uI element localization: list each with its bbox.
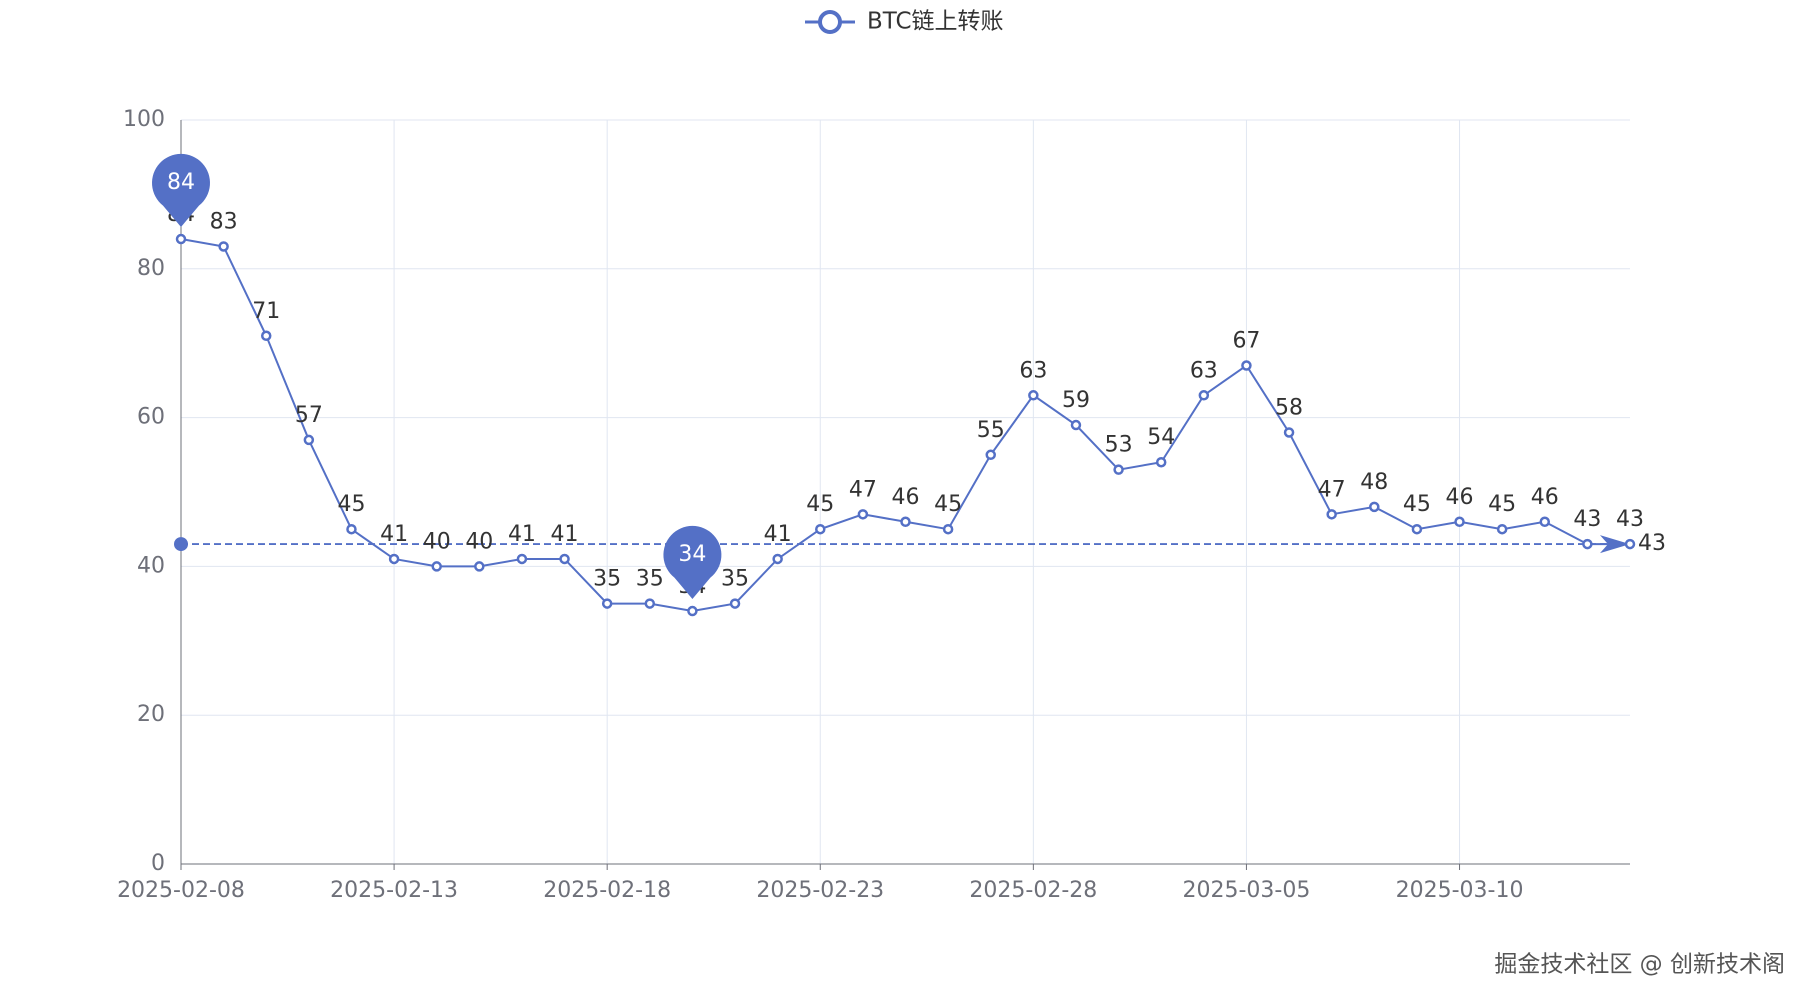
data-point: [729, 598, 741, 609]
data-label: 46: [892, 485, 920, 510]
data-point: [985, 449, 996, 461]
y-tick-label: 20: [137, 702, 165, 727]
data-label: 45: [1403, 492, 1431, 517]
data-label: 43: [1616, 507, 1644, 532]
data-point: [559, 553, 570, 565]
data-point: [687, 605, 698, 617]
data-label: 41: [551, 522, 579, 547]
data-label: 53: [1105, 433, 1133, 458]
x-tick-label: 2025-02-18: [543, 878, 671, 903]
data-point: [1155, 456, 1167, 468]
data-label: 45: [934, 492, 962, 517]
data-label: 48: [1360, 470, 1388, 495]
legend-label: BTC链上转账: [867, 9, 1004, 35]
x-tick-label: 2025-02-08: [117, 878, 245, 903]
data-label: 45: [806, 492, 834, 517]
x-tick-label: 2025-02-13: [330, 878, 458, 903]
data-label: 40: [423, 529, 451, 554]
data-point: [388, 553, 400, 565]
data-point: [1454, 516, 1465, 528]
data-point: [1539, 516, 1551, 528]
x-tick-label: 2025-02-23: [756, 878, 884, 903]
mark-line-label: 43: [1638, 531, 1666, 556]
data-label: 45: [337, 492, 365, 517]
data-label: 45: [1488, 492, 1516, 517]
watermark: 掘金技术社区 @ 创新技术阁: [1494, 952, 1785, 978]
data-label: 47: [849, 477, 877, 502]
data-label: 35: [636, 567, 664, 592]
y-tick-label: 0: [151, 851, 165, 876]
mark-point-label: 34: [678, 542, 706, 567]
data-label: 71: [252, 299, 280, 324]
data-label: 55: [977, 418, 1005, 443]
data-point: [1028, 390, 1039, 401]
data-point: [474, 561, 485, 572]
x-tick-label: 2025-02-28: [969, 878, 1097, 903]
data-label: 59: [1062, 388, 1090, 413]
data-label: 41: [380, 522, 408, 547]
data-point: [431, 561, 442, 572]
mark-point-pin: [663, 525, 722, 600]
data-point: [1369, 501, 1380, 513]
data-point: [1283, 427, 1295, 438]
data-point: [175, 233, 187, 245]
data-label: 35: [721, 567, 749, 592]
data-point: [303, 434, 315, 446]
data-point: [260, 330, 272, 342]
y-tick-label: 80: [137, 256, 165, 281]
data-label: 57: [295, 403, 323, 428]
data-point: [857, 509, 869, 520]
y-tick-label: 100: [123, 107, 165, 132]
x-tick-label: 2025-03-05: [1183, 878, 1311, 903]
mark-point-pin: [151, 153, 210, 228]
data-point: [815, 523, 826, 535]
mark-point-label: 84: [167, 170, 195, 195]
data-point: [1326, 509, 1337, 520]
y-tick-label: 60: [137, 405, 165, 430]
data-point: [644, 598, 656, 609]
data-point: [942, 523, 954, 535]
data-label: 40: [465, 529, 493, 554]
data-label: 46: [1446, 485, 1474, 510]
data-point: [772, 553, 783, 565]
data-label: 41: [508, 522, 536, 547]
data-point: [1624, 538, 1636, 550]
data-point: [218, 241, 229, 252]
data-point: [1496, 523, 1508, 535]
data-point: [516, 553, 528, 565]
data-label: 43: [1573, 507, 1601, 532]
data-point: [1411, 523, 1423, 535]
data-point: [900, 516, 911, 528]
data-point: [346, 523, 357, 535]
x-tick-label: 2025-03-10: [1396, 878, 1524, 903]
data-point: [1113, 464, 1124, 475]
data-label: 41: [764, 522, 792, 547]
data-label: 54: [1147, 425, 1175, 450]
data-point: [1198, 390, 1210, 401]
data-point: [601, 598, 613, 609]
data-label: 58: [1275, 395, 1303, 420]
data-label: 83: [210, 209, 238, 234]
series-line: [180, 238, 1630, 613]
data-point: [1241, 360, 1252, 371]
data-label: 63: [1019, 358, 1047, 383]
y-tick-label: 40: [137, 553, 165, 578]
data-point: [1582, 538, 1593, 550]
data-label: 47: [1318, 477, 1346, 502]
data-label: 35: [593, 567, 621, 592]
data-point: [1070, 419, 1082, 431]
data-label: 46: [1531, 485, 1559, 510]
data-label: 63: [1190, 358, 1218, 383]
data-label: 67: [1232, 329, 1260, 354]
legend-marker: [818, 10, 842, 34]
